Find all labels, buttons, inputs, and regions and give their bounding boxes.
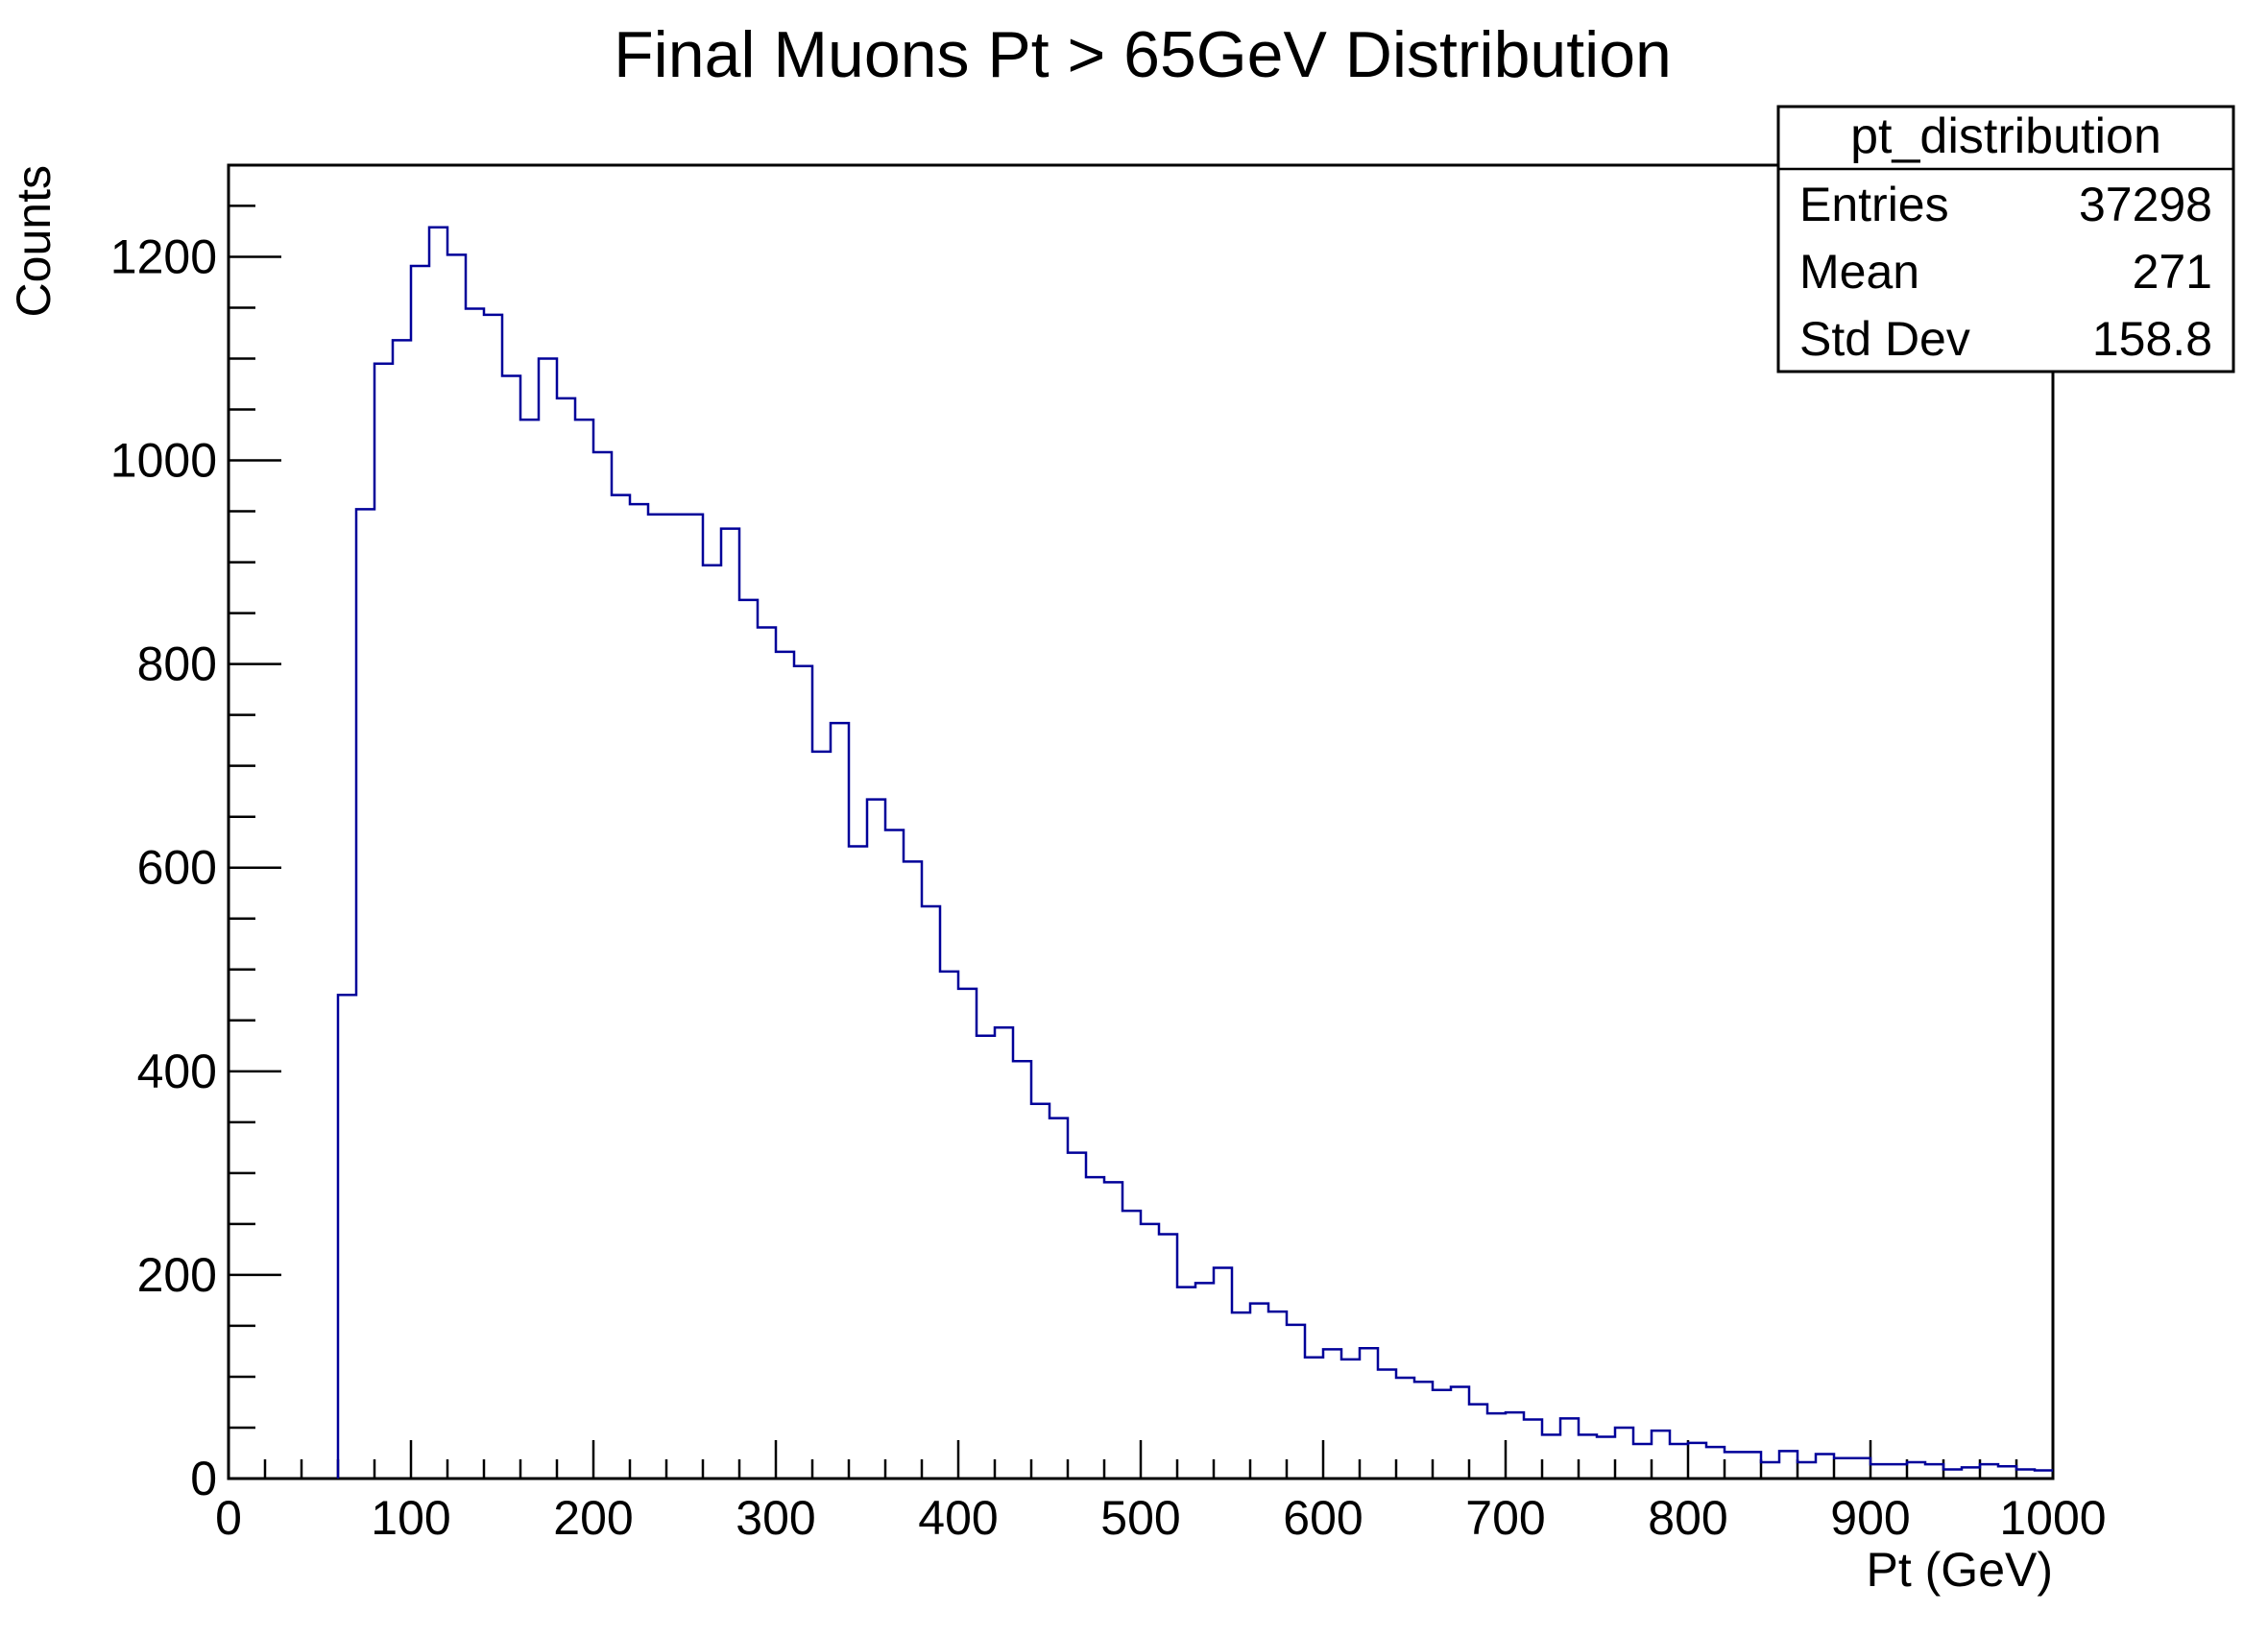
y-tick-label: 600 xyxy=(137,841,217,895)
histogram-series-line xyxy=(336,226,2053,1479)
x-tick-label: 100 xyxy=(371,1491,450,1545)
x-axis-label: Pt (GeV) xyxy=(1867,1543,2053,1597)
chart-title: Final Muons Pt > 65GeV Distribution xyxy=(614,18,1672,91)
stats-entries-label: Entries xyxy=(1799,178,1949,231)
stats-box-name: pt_distribution xyxy=(1850,108,2161,164)
y-axis-label: Counts xyxy=(7,165,60,317)
x-tick-label: 1000 xyxy=(1999,1491,2106,1545)
stats-stddev-value: 158.8 xyxy=(2092,312,2212,366)
stats-mean-value: 271 xyxy=(2133,245,2212,299)
x-tick-label: 800 xyxy=(1648,1491,1727,1545)
y-tick-label: 1000 xyxy=(110,434,217,488)
x-tick-label: 700 xyxy=(1465,1491,1545,1545)
x-tick-label: 600 xyxy=(1283,1491,1363,1545)
y-tick-label: 1200 xyxy=(110,229,217,283)
x-tick-label: 500 xyxy=(1100,1491,1180,1545)
x-tick-label: 300 xyxy=(736,1491,815,1545)
stats-box-frame xyxy=(1776,105,2235,373)
y-tick-label: 200 xyxy=(137,1248,217,1302)
stats-mean-label: Mean xyxy=(1799,245,1919,299)
stats-box: pt_distribution Entries 37298 Mean 271 S… xyxy=(1776,105,2235,373)
x-tick-label: 400 xyxy=(918,1491,998,1545)
stats-entries-value: 37298 xyxy=(2079,178,2212,231)
x-tick-label: 900 xyxy=(1830,1491,1910,1545)
y-axis-tick-labels: 0 200 400 600 800 1000 1200 xyxy=(110,229,217,1505)
y-axis-ticks xyxy=(229,204,281,1480)
y-tick-label: 400 xyxy=(137,1045,217,1098)
y-tick-label: 800 xyxy=(137,638,217,691)
y-tick-label: 0 xyxy=(190,1452,217,1505)
x-axis-tick-labels: 0 100 200 300 400 500 600 700 800 900 1000 xyxy=(215,1491,2107,1545)
x-tick-label: 0 xyxy=(215,1491,242,1545)
stats-stddev-label: Std Dev xyxy=(1799,312,1970,366)
x-tick-label: 200 xyxy=(553,1491,633,1545)
